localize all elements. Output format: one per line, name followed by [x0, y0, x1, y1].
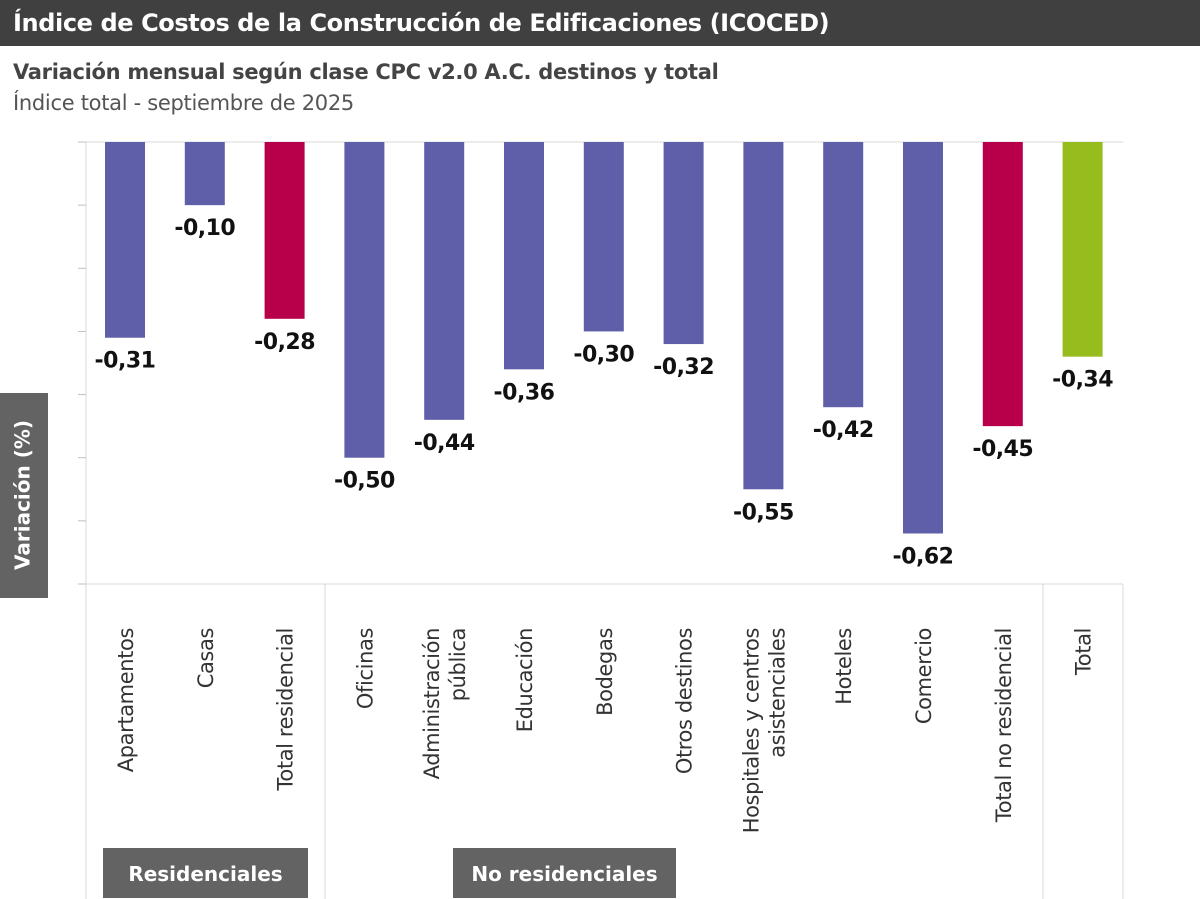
y-axis-label: Variación (%) — [11, 420, 35, 570]
y-axis-label-box — [0, 393, 48, 598]
bar-13 — [1062, 142, 1103, 357]
bar-10 — [823, 142, 864, 408]
data-label: -0,62 — [893, 544, 954, 569]
data-label: -0,10 — [174, 216, 235, 241]
chart-subtitle-period: Índice total - septiembre de 2025 — [13, 91, 354, 115]
chart-title: Índice de Costos de la Construcción de E… — [0, 0, 1200, 46]
category-label: Apartamentos — [114, 628, 138, 772]
bar-11 — [903, 142, 943, 534]
bar-6 — [504, 142, 544, 370]
category-label: Oficinas — [353, 628, 377, 709]
group-box — [453, 848, 676, 898]
data-label: -0,31 — [95, 349, 156, 374]
data-label: -0,50 — [334, 469, 395, 494]
group-label: Residenciales — [128, 862, 282, 886]
data-label: -0,28 — [254, 330, 315, 355]
data-label: -0,44 — [414, 431, 475, 456]
data-label: -0,42 — [813, 418, 874, 443]
category-label: Hospitales y centros — [739, 628, 763, 833]
chart-subtitle: Variación mensual según clase CPC v2.0 A… — [13, 60, 719, 84]
data-label: -0,36 — [494, 380, 555, 405]
data-label: -0,55 — [733, 500, 794, 525]
bar-7 — [583, 142, 624, 332]
category-label: Total residencial — [274, 628, 298, 791]
category-label: pública — [446, 628, 470, 701]
category-label: Casas — [194, 628, 218, 688]
bar-5 — [424, 142, 465, 420]
group-label: No residenciales — [471, 862, 657, 886]
bar-12 — [982, 142, 1023, 427]
category-label: Total no residencial — [992, 628, 1016, 823]
data-label: -0,32 — [653, 355, 714, 380]
category-label: Total — [1072, 628, 1096, 676]
data-label: -0,34 — [1052, 368, 1113, 393]
category-label: Educación — [513, 628, 537, 732]
bar-3 — [264, 142, 305, 319]
category-label: Bodegas — [593, 628, 617, 716]
group-box — [103, 848, 308, 898]
category-label: Comercio — [912, 628, 936, 724]
category-label: Otros destinos — [673, 628, 697, 774]
bar-2 — [184, 142, 225, 206]
category-label: asistenciales — [765, 628, 789, 758]
category-label: Administración — [420, 628, 444, 779]
data-label: -0,30 — [573, 342, 634, 367]
bar-9 — [743, 142, 784, 490]
bar-8 — [663, 142, 704, 345]
bar-1 — [105, 142, 145, 338]
category-label: Hoteles — [832, 628, 856, 705]
data-label: -0,45 — [972, 437, 1033, 462]
bar-4 — [344, 142, 385, 458]
